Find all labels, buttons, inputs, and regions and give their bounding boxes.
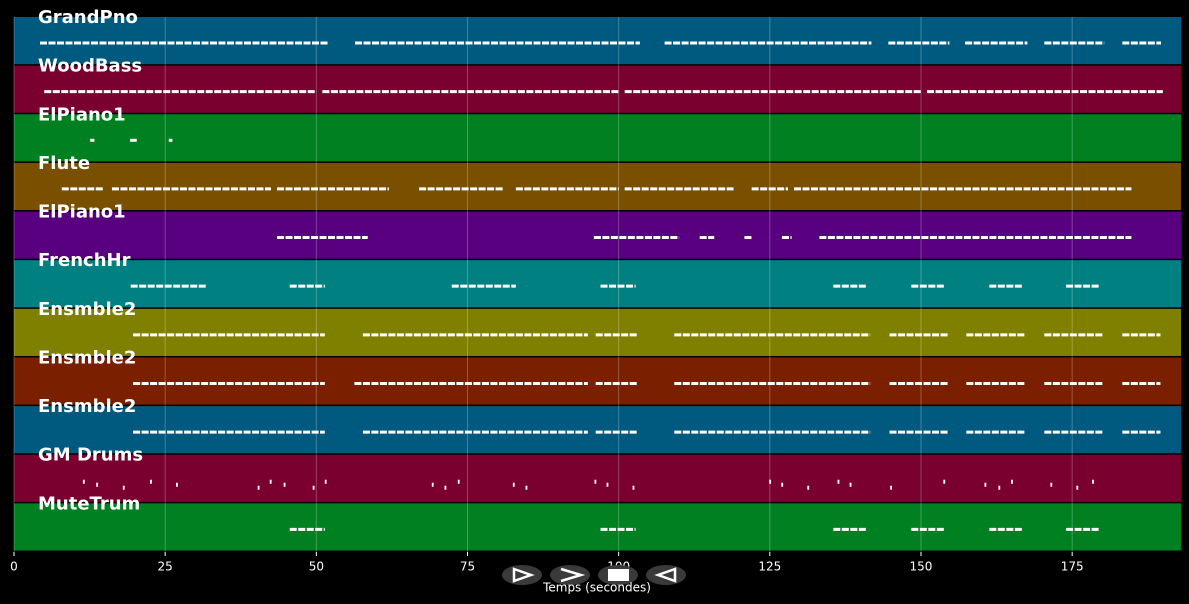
x-tick-label: 75 — [460, 560, 475, 574]
forward-button[interactable] — [550, 565, 590, 585]
note — [150, 479, 152, 484]
track-label: ElPiano1 — [38, 104, 126, 125]
track-label: WoodBass — [38, 56, 142, 77]
track-label: ElPiano1 — [38, 202, 126, 223]
note — [431, 482, 434, 487]
x-tick-label: 150 — [910, 560, 933, 574]
track-band — [14, 357, 1181, 405]
track-band — [14, 211, 1181, 259]
track-band — [14, 454, 1181, 502]
track-band — [14, 503, 1181, 551]
note — [457, 479, 460, 484]
x-axis: 0255075100125150175 — [10, 552, 1084, 574]
track-label: MuteTrum — [38, 493, 140, 514]
track-label: Ensmble2 — [38, 347, 136, 368]
note — [837, 479, 840, 484]
track-label: Ensmble2 — [38, 396, 136, 417]
x-tick-label: 0 — [10, 560, 18, 574]
x-axis-title: Temps (secondes) — [542, 581, 651, 595]
note — [1092, 479, 1094, 484]
note — [122, 485, 125, 490]
note — [769, 479, 772, 484]
note — [312, 485, 315, 490]
x-tick-label: 25 — [158, 560, 173, 574]
note — [890, 485, 892, 490]
note — [1050, 482, 1053, 487]
note — [594, 479, 597, 484]
playback-controls — [502, 565, 686, 585]
track-label: GrandPno — [38, 7, 138, 28]
track-label: FrenchHr — [38, 250, 131, 271]
note — [444, 485, 447, 490]
note — [257, 485, 260, 490]
note — [1076, 485, 1079, 490]
note — [807, 485, 810, 490]
note — [512, 482, 515, 487]
x-tick-label: 175 — [1061, 560, 1084, 574]
note — [849, 482, 852, 487]
x-tick-label: 50 — [309, 560, 324, 574]
track-band — [14, 260, 1181, 308]
note — [984, 482, 987, 487]
note — [82, 479, 85, 484]
track-band — [14, 308, 1181, 356]
note — [269, 479, 272, 484]
note — [781, 482, 784, 487]
labels: GrandPno WoodBass ElPiano1 Flute ElPiano1 Fre… — [38, 7, 143, 514]
track-band — [14, 162, 1181, 211]
note — [943, 479, 946, 484]
x-tick-label: 125 — [758, 560, 781, 574]
stop-button[interactable] — [598, 565, 638, 585]
note — [283, 482, 286, 487]
track-label: Ensmble2 — [38, 299, 136, 320]
track-band — [14, 406, 1181, 454]
grid — [13, 17, 1073, 552]
notes — [40, 41, 1163, 531]
note — [1011, 479, 1013, 484]
note — [324, 479, 327, 484]
note — [606, 482, 609, 487]
note — [96, 482, 99, 487]
track-label: GM Drums — [38, 445, 143, 466]
note — [525, 485, 528, 490]
track-band — [14, 114, 1181, 162]
note — [176, 482, 178, 487]
tracks — [14, 17, 1181, 551]
track-label: Flute — [38, 153, 90, 174]
track-band — [14, 17, 1181, 65]
note — [998, 485, 1001, 490]
play-button[interactable] — [502, 565, 542, 585]
track-band — [14, 65, 1181, 113]
note — [632, 485, 635, 490]
rewind-button[interactable] — [646, 565, 686, 585]
